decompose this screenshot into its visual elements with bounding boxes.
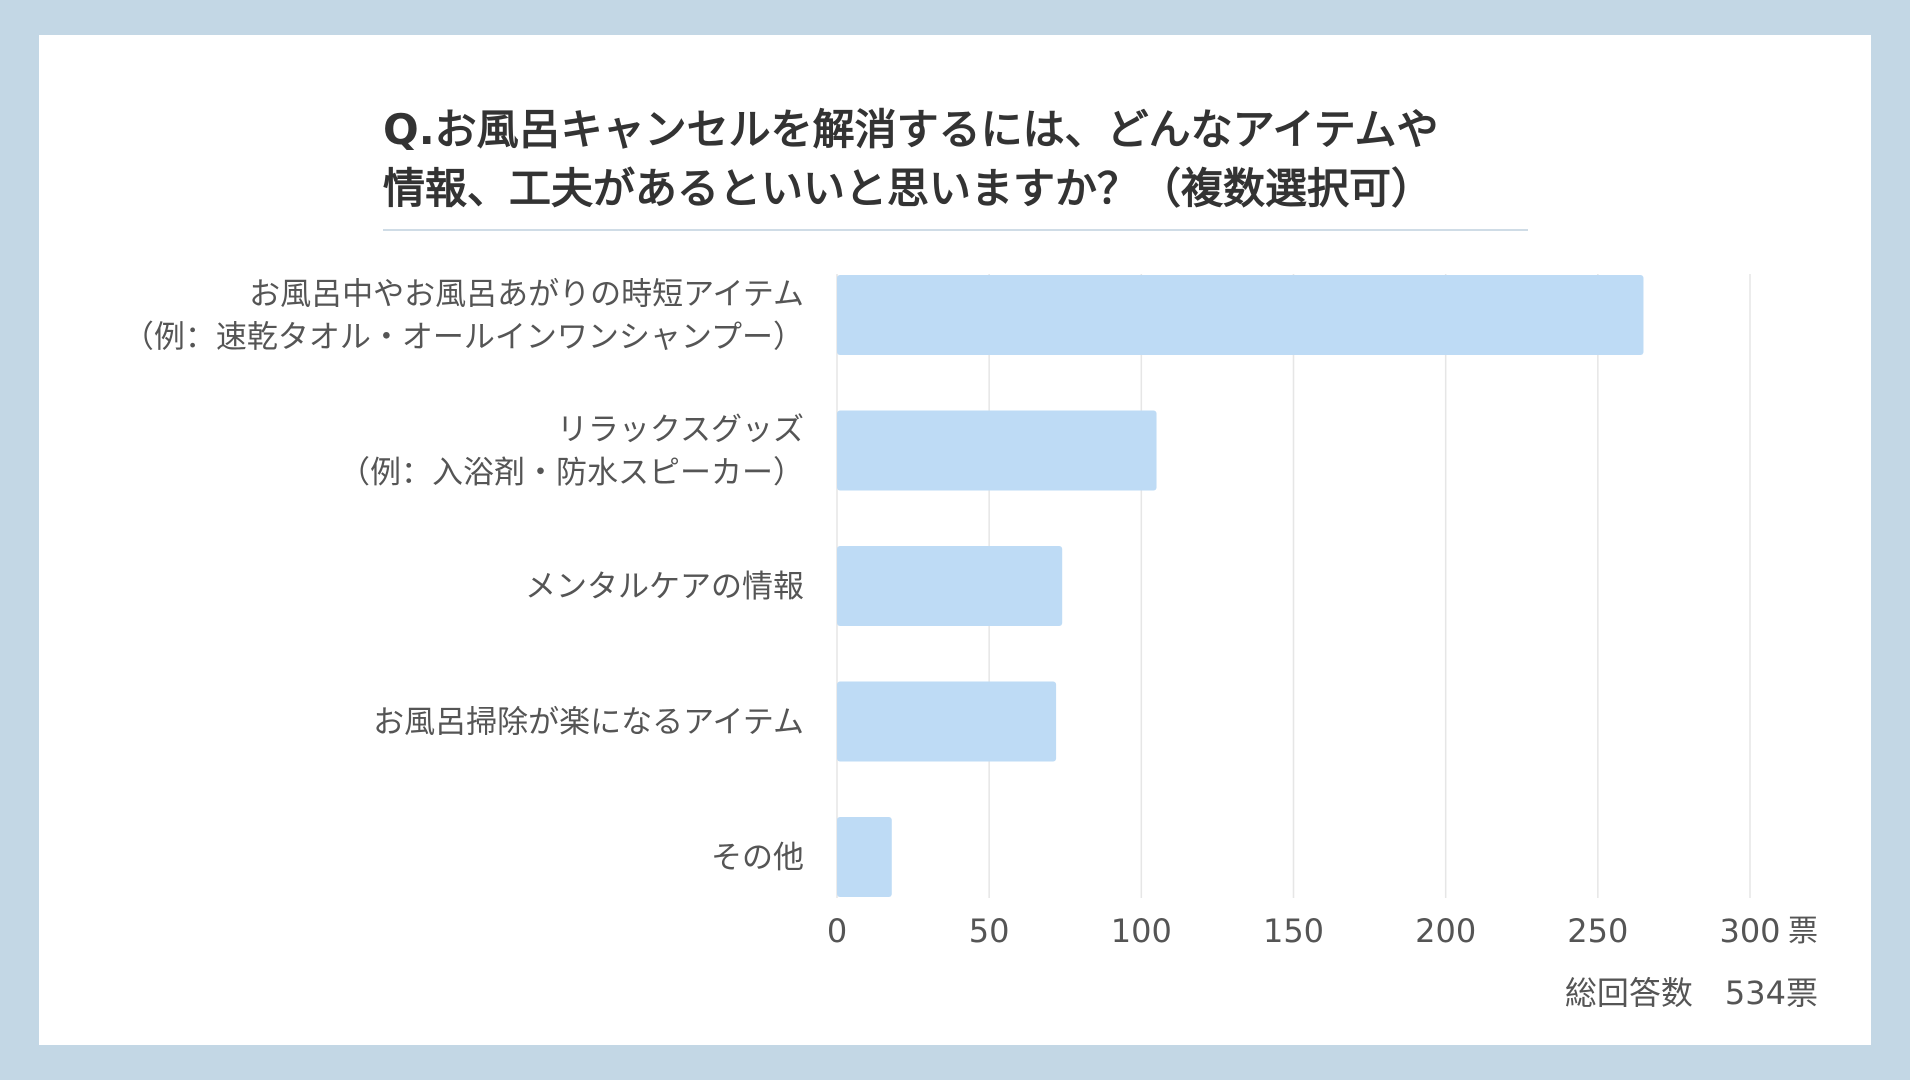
x-tick-labels: 0 50 100 150 200 250 300 [827, 912, 1781, 950]
category-label: お風呂掃除が楽になるアイテム [373, 705, 804, 741]
chart-title-line-1: Q.お風呂キャンセルを解消するには、どんなアイテムや [383, 105, 1439, 154]
bars [837, 275, 1644, 897]
bar [837, 275, 1644, 355]
chart-title-line-2: 情報、工夫があるといいと思いますか？（複数選択可） [383, 164, 1434, 213]
chart-card [39, 35, 1871, 1045]
total-respondents: 総回答数 534票 [1565, 974, 1818, 1012]
category-label: （例：速乾タオル・オールインワンシャンプー） [123, 320, 804, 356]
category-label: リラックスグッズ [557, 412, 804, 448]
bar [837, 817, 892, 897]
title-underline [383, 229, 1528, 231]
category-labels: お風呂中やお風呂あがりの時短アイテム （例：速乾タオル・オールインワンシャンプー）… [123, 277, 804, 877]
x-tick-label: 150 [1263, 912, 1324, 950]
x-tick-label: 250 [1567, 912, 1628, 950]
x-tick-label: 200 [1415, 912, 1476, 950]
x-tick-label: 50 [969, 912, 1010, 950]
category-label: その他 [711, 840, 804, 876]
bar [837, 410, 1157, 491]
x-axis-unit: 票 [1788, 914, 1818, 949]
bar [837, 681, 1057, 762]
bar [837, 546, 1063, 626]
category-label: メンタルケアの情報 [525, 569, 804, 605]
chart-title: Q.お風呂キャンセルを解消するには、どんなアイテムや 情報、工夫があるといいと思… [383, 100, 1528, 218]
x-tick-label: 300 [1719, 912, 1780, 950]
category-label: お風呂中やお風呂あがりの時短アイテム [249, 277, 804, 313]
x-tick-label: 100 [1111, 912, 1172, 950]
category-label: （例：入浴剤・防水スピーカー） [339, 455, 804, 491]
x-tick-label: 0 [827, 912, 847, 950]
